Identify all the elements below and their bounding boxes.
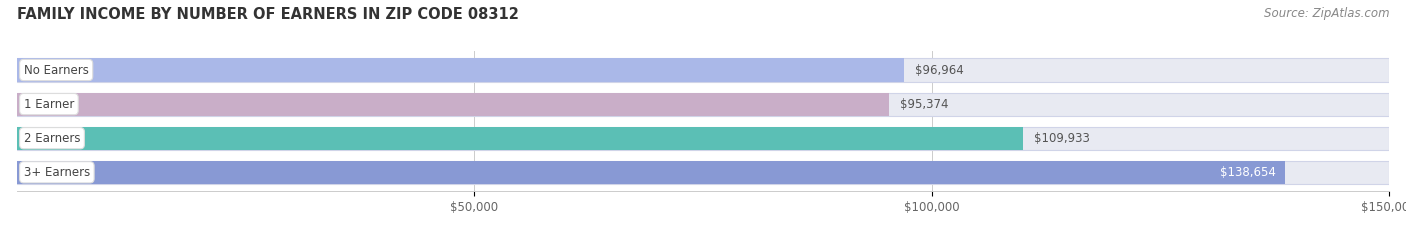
Bar <box>17 127 1022 150</box>
Bar <box>17 58 904 82</box>
Text: 3+ Earners: 3+ Earners <box>24 166 90 179</box>
Text: $96,964: $96,964 <box>915 64 963 76</box>
Text: 2 Earners: 2 Earners <box>24 132 80 145</box>
Text: $109,933: $109,933 <box>1033 132 1090 145</box>
Text: Source: ZipAtlas.com: Source: ZipAtlas.com <box>1264 7 1389 20</box>
Text: $138,654: $138,654 <box>1220 166 1277 179</box>
Bar <box>17 58 1389 82</box>
Bar <box>17 93 890 116</box>
Bar <box>17 161 1285 184</box>
Bar <box>17 161 1389 184</box>
Bar <box>17 127 1389 150</box>
Text: 1 Earner: 1 Earner <box>24 98 75 111</box>
Text: $95,374: $95,374 <box>900 98 949 111</box>
Bar <box>17 93 1389 116</box>
Text: FAMILY INCOME BY NUMBER OF EARNERS IN ZIP CODE 08312: FAMILY INCOME BY NUMBER OF EARNERS IN ZI… <box>17 7 519 22</box>
Text: No Earners: No Earners <box>24 64 89 76</box>
